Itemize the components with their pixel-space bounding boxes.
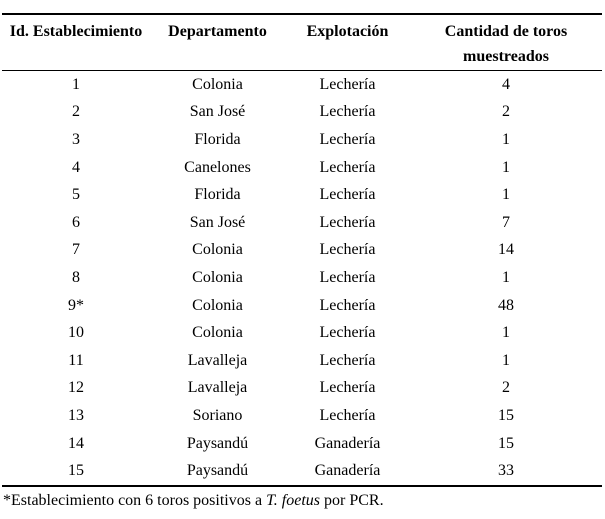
cell-departamento: Colonia (192, 241, 243, 259)
footnote-prefix: *Establecimiento con 6 toros positivos a (3, 491, 267, 509)
cell-id: 2 (72, 103, 80, 121)
cell-departamento: Paysandú (186, 434, 249, 452)
table-row: 15 Paysandú Ganadería 33 (2, 457, 602, 487)
cell-explotacion: Lechería (319, 268, 376, 286)
table-row: 9* Colonia Lechería 48 (2, 292, 602, 320)
cell-cantidad: 1 (502, 324, 510, 342)
cell-explotacion: Lechería (319, 241, 376, 259)
cell-id: 15 (2, 457, 150, 487)
cell-id: 1 (72, 75, 80, 93)
cell-cantidad: 1 (502, 351, 510, 369)
cell-id: 11 (68, 351, 84, 369)
table-row: 8 Colonia Lechería 1 (2, 264, 602, 292)
cell-explotacion: Lechería (319, 213, 376, 231)
cell-id: 13 (68, 406, 84, 424)
cell-departamento: Lavalleja (187, 379, 248, 397)
cell-explotacion: Lechería (319, 103, 376, 121)
cell-explotacion: Ganadería (314, 434, 381, 452)
cell-departamento: Canelones (184, 158, 251, 176)
cell-explotacion: Lechería (319, 351, 376, 369)
col-header-explotacion: Explotación (285, 14, 410, 71)
table-row: 10 Colonia Lechería 1 (2, 319, 602, 347)
cell-explotacion: Lechería (319, 158, 376, 176)
cell-id: 5 (72, 186, 80, 204)
col-header-id-label: Id. Establecimiento (9, 23, 143, 40)
cell-departamento: Colonia (192, 75, 243, 93)
table-header: Id. Establecimiento Departamento Explota… (2, 14, 602, 71)
col-header-departamento: Departamento (150, 14, 285, 71)
col-header-cantidad-line1: Cantidad de toros (444, 23, 568, 40)
cell-explotacion: Lechería (319, 186, 376, 204)
cell-departamento: San José (189, 213, 246, 231)
cell-explotacion: Lechería (319, 406, 376, 424)
col-header-cantidad: Cantidad de toros muestreados (410, 14, 602, 71)
cell-id: 8 (72, 268, 80, 286)
table-header-row: Id. Establecimiento Departamento Explota… (2, 14, 602, 71)
cell-explotacion: Lechería (319, 324, 376, 342)
cell-departamento: Colonia (192, 324, 243, 342)
cell-explotacion: Lechería (319, 379, 376, 397)
table-row: 11 Lavalleja Lechería 1 (2, 347, 602, 375)
table-row: 3 Florida Lechería 1 (2, 126, 602, 154)
cell-cantidad: 14 (498, 241, 514, 259)
table-body: 1 Colonia Lechería 4 2 San José Lechería… (2, 71, 602, 487)
cell-departamento: Colonia (192, 268, 243, 286)
cell-id: 12 (68, 379, 84, 397)
table-row: 6 San José Lechería 7 (2, 209, 602, 237)
cell-id: 10 (68, 324, 84, 342)
footnote: *Establecimiento con 6 toros positivos a… (2, 487, 602, 511)
cell-id: 14 (68, 434, 84, 452)
table-row: 12 Lavalleja Lechería 2 (2, 375, 602, 403)
cell-id: 3 (72, 130, 80, 148)
establishments-table: Id. Establecimiento Departamento Explota… (2, 13, 602, 487)
cell-departamento: Colonia (192, 296, 243, 314)
col-header-departamento-label: Departamento (168, 23, 267, 40)
col-header-cantidad-line2: muestreados (463, 48, 549, 65)
cell-explotacion: Lechería (319, 296, 376, 314)
table-row: 13 Soriano Lechería 15 (2, 402, 602, 430)
table-row: 1 Colonia Lechería 4 (2, 71, 602, 99)
table-row: 5 Florida Lechería 1 (2, 181, 602, 209)
cell-id: 6 (72, 213, 80, 231)
table-row: 7 Colonia Lechería 14 (2, 237, 602, 265)
cell-departamento: Paysandú (150, 457, 285, 487)
table-row: 2 San José Lechería 2 (2, 99, 602, 127)
cell-cantidad: 1 (502, 130, 510, 148)
cell-departamento: Florida (194, 186, 241, 204)
cell-cantidad: 2 (502, 379, 510, 397)
cell-cantidad: 4 (502, 75, 510, 93)
cell-departamento: San José (189, 103, 246, 121)
col-header-explotacion-label: Explotación (306, 23, 389, 40)
table-row: 14 Paysandú Ganadería 15 (2, 430, 602, 458)
footnote-species-name: T. foetus (266, 491, 321, 509)
cell-explotacion: Lechería (319, 130, 376, 148)
cell-departamento: Lavalleja (187, 351, 248, 369)
cell-id: 7 (72, 241, 80, 259)
cell-cantidad: 7 (502, 213, 510, 231)
cell-cantidad: 1 (502, 186, 510, 204)
cell-departamento: Soriano (192, 406, 243, 424)
cell-id: 9* (68, 296, 84, 314)
cell-cantidad: 48 (498, 296, 514, 314)
cell-cantidad: 15 (498, 406, 514, 424)
cell-explotacion: Ganadería (285, 457, 410, 487)
cell-departamento: Florida (194, 130, 241, 148)
cell-cantidad: 1 (502, 158, 510, 176)
footnote-suffix: por PCR. (320, 491, 384, 509)
col-header-id: Id. Establecimiento (2, 14, 150, 71)
cell-cantidad: 33 (410, 457, 602, 487)
cell-cantidad: 15 (498, 434, 514, 452)
cell-explotacion: Lechería (319, 75, 376, 93)
cell-cantidad: 2 (502, 103, 510, 121)
cell-cantidad: 1 (502, 268, 510, 286)
cell-id: 4 (72, 158, 80, 176)
table-row: 4 Canelones Lechería 1 (2, 154, 602, 182)
